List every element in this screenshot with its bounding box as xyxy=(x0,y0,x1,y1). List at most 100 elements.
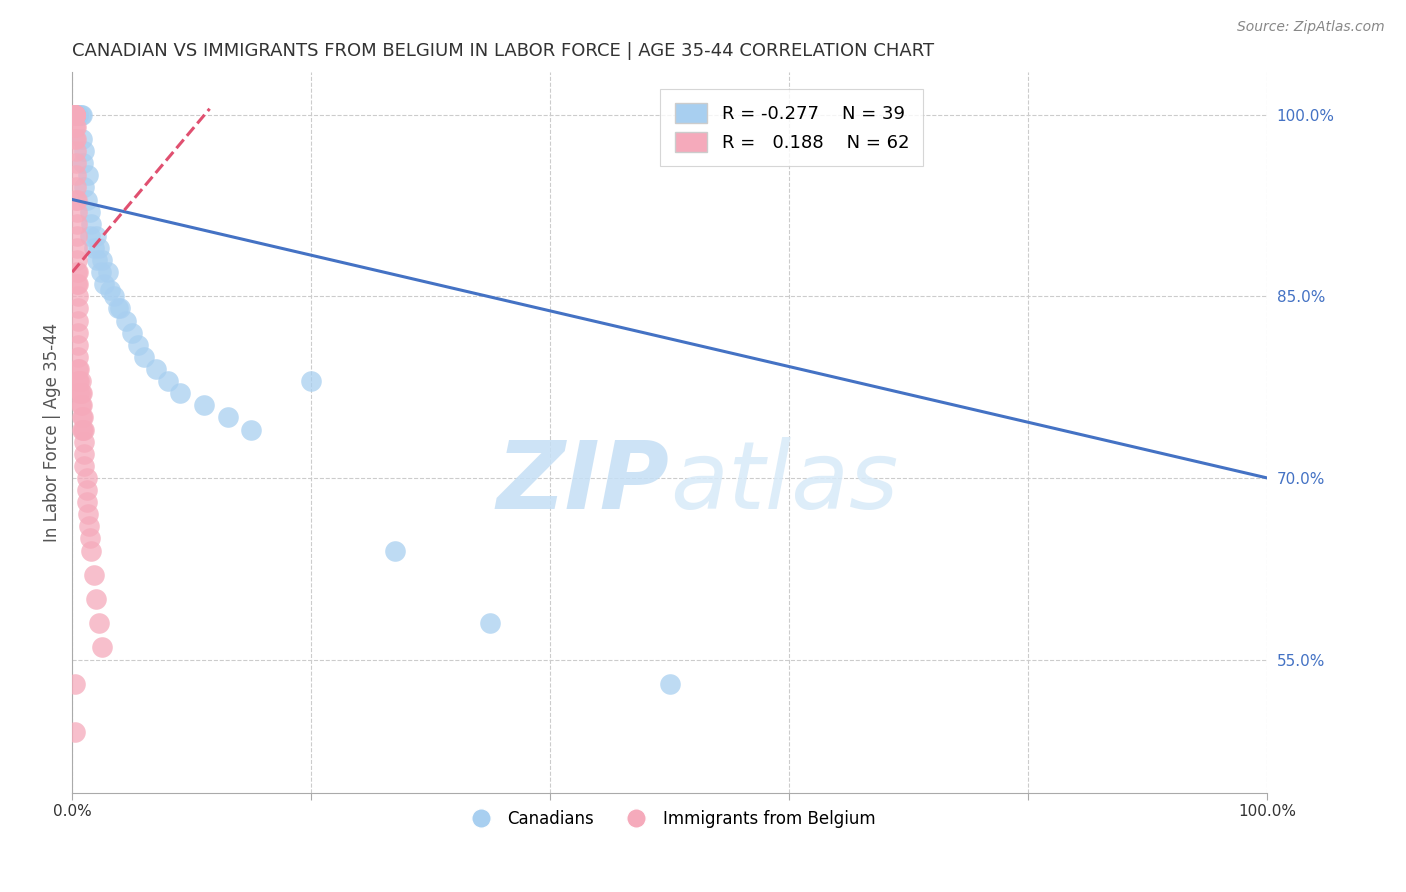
Point xyxy=(107,301,129,316)
Point xyxy=(156,374,179,388)
Point xyxy=(67,374,90,388)
Point xyxy=(77,519,100,533)
Point xyxy=(63,120,86,134)
Point xyxy=(79,204,101,219)
Point xyxy=(63,108,86,122)
Point xyxy=(169,386,191,401)
Point xyxy=(63,108,86,122)
Legend: Canadians, Immigrants from Belgium: Canadians, Immigrants from Belgium xyxy=(457,804,882,835)
Point xyxy=(127,338,149,352)
Point xyxy=(66,193,89,207)
Point xyxy=(65,180,87,194)
Point xyxy=(73,180,96,194)
Point xyxy=(70,398,93,412)
Point xyxy=(132,350,155,364)
Point xyxy=(70,423,93,437)
Point xyxy=(70,410,93,425)
Point xyxy=(76,471,98,485)
Point xyxy=(63,108,86,122)
Text: ZIP: ZIP xyxy=(496,437,669,529)
Point xyxy=(83,241,105,255)
Point xyxy=(67,362,90,376)
Point xyxy=(72,156,94,170)
Point xyxy=(66,265,89,279)
Point xyxy=(67,362,90,376)
Point xyxy=(87,616,110,631)
Point xyxy=(108,301,131,316)
Point xyxy=(83,567,105,582)
Point xyxy=(65,193,87,207)
Point xyxy=(76,508,98,522)
Point xyxy=(479,616,502,631)
Point xyxy=(65,169,87,183)
Point xyxy=(76,495,98,509)
Point xyxy=(69,108,91,122)
Point xyxy=(67,313,90,327)
Point xyxy=(67,108,90,122)
Point xyxy=(63,725,86,739)
Point xyxy=(84,228,107,243)
Point xyxy=(63,676,86,690)
Point xyxy=(76,193,98,207)
Point xyxy=(67,374,90,388)
Point xyxy=(66,241,89,255)
Point xyxy=(97,265,120,279)
Point xyxy=(90,265,112,279)
Point xyxy=(67,350,90,364)
Point xyxy=(70,132,93,146)
Point xyxy=(84,592,107,607)
Point xyxy=(217,410,239,425)
Point xyxy=(86,253,108,268)
Point xyxy=(87,241,110,255)
Point xyxy=(240,423,263,437)
Text: atlas: atlas xyxy=(669,437,898,528)
Point xyxy=(66,204,89,219)
Point xyxy=(121,326,143,340)
Point xyxy=(65,144,87,158)
Point xyxy=(66,217,89,231)
Point xyxy=(193,398,215,412)
Point xyxy=(76,483,98,497)
Point xyxy=(73,144,96,158)
Point xyxy=(67,277,90,292)
Text: Source: ZipAtlas.com: Source: ZipAtlas.com xyxy=(1237,20,1385,34)
Point xyxy=(103,289,125,303)
Point xyxy=(63,108,86,122)
Point xyxy=(66,277,89,292)
Point xyxy=(69,374,91,388)
Point xyxy=(79,532,101,546)
Point xyxy=(67,289,90,303)
Point xyxy=(72,423,94,437)
Point xyxy=(72,410,94,425)
Point xyxy=(73,458,96,473)
Point xyxy=(65,120,87,134)
Point xyxy=(63,132,86,146)
Point xyxy=(299,374,322,388)
Y-axis label: In Labor Force | Age 35-44: In Labor Force | Age 35-44 xyxy=(44,323,60,542)
Point xyxy=(79,228,101,243)
Point xyxy=(67,265,90,279)
Point xyxy=(65,156,87,170)
Point xyxy=(63,108,86,122)
Point xyxy=(63,108,86,122)
Point xyxy=(145,362,167,376)
Point xyxy=(65,132,87,146)
Point xyxy=(69,398,91,412)
Point xyxy=(70,386,93,401)
Point xyxy=(73,423,96,437)
Point xyxy=(67,386,90,401)
Point xyxy=(100,283,122,297)
Point xyxy=(67,108,90,122)
Point xyxy=(67,301,90,316)
Point xyxy=(63,108,86,122)
Point xyxy=(73,434,96,449)
Point xyxy=(80,217,103,231)
Point xyxy=(91,253,114,268)
Point xyxy=(69,386,91,401)
Point xyxy=(91,640,114,655)
Point xyxy=(70,108,93,122)
Point xyxy=(93,277,115,292)
Point xyxy=(67,326,90,340)
Point xyxy=(80,543,103,558)
Point xyxy=(63,108,86,122)
